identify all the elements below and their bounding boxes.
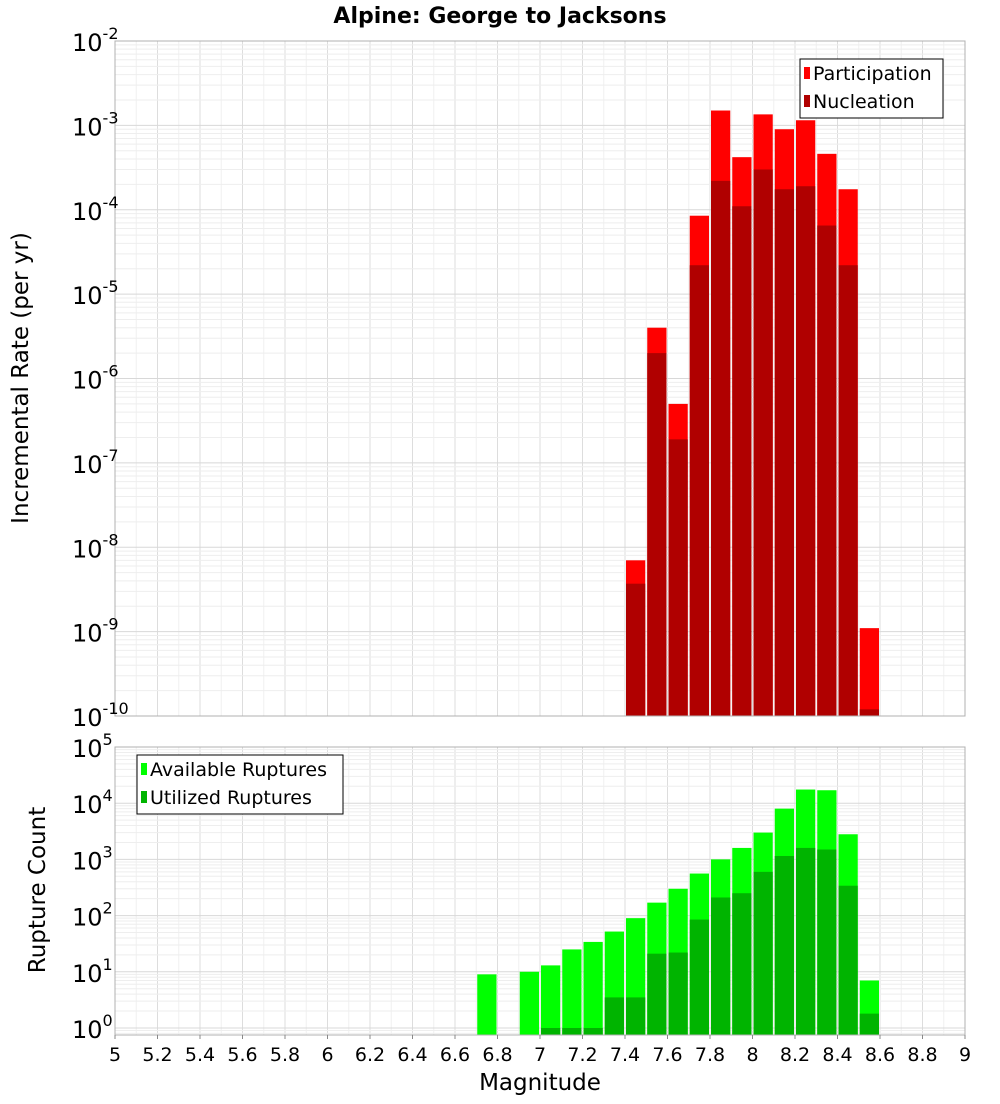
legend-label: Nucleation <box>813 91 915 113</box>
bar-available-ruptures <box>519 971 539 1035</box>
x-tick-label: 5.8 <box>270 1044 300 1066</box>
series-nucleation <box>626 169 879 717</box>
x-tick-label: 8 <box>746 1044 758 1066</box>
y-tick-labels: 100 101 102 103 104 105 <box>72 730 113 1044</box>
y-tick-label: 105 <box>72 730 113 763</box>
bar-utilized-ruptures <box>689 919 709 1035</box>
y-tick-label: 10-7 <box>72 446 119 479</box>
bar-nucleation <box>647 353 667 716</box>
bar-nucleation <box>838 265 858 716</box>
bar-utilized-ruptures <box>732 893 752 1035</box>
x-tick-label: 7.6 <box>652 1044 682 1066</box>
x-tick-label: 7.2 <box>567 1044 597 1066</box>
bar-nucleation <box>711 180 731 716</box>
series-utilized-ruptures <box>541 847 879 1035</box>
x-tick-label: 8.6 <box>865 1044 895 1066</box>
x-tick-label: 8.2 <box>780 1044 810 1066</box>
bar-nucleation <box>668 439 688 716</box>
y-tick-label: 10-9 <box>72 615 119 648</box>
bar-utilized-ruptures <box>668 952 688 1035</box>
legend: Participation Nucleation <box>799 58 944 119</box>
y-tick-label: 100 <box>72 1011 113 1044</box>
legend-label: Utilized Ruptures <box>150 787 312 809</box>
legend-label: Participation <box>813 63 932 85</box>
bar-nucleation <box>689 265 709 716</box>
bottom-y-axis-label: Rupture Count <box>25 807 51 973</box>
x-tick-label: 5.4 <box>185 1044 215 1066</box>
plot-frame <box>114 40 966 717</box>
bar-utilized-ruptures <box>541 1027 561 1035</box>
x-axis-label: Magnitude <box>479 1070 601 1096</box>
x-tick-label: 7.8 <box>695 1044 725 1066</box>
y-tick-label: 10-3 <box>72 108 119 141</box>
bar-nucleation <box>626 583 646 716</box>
x-tick-label: 8.8 <box>907 1044 937 1066</box>
bar-nucleation <box>817 225 837 716</box>
bar-nucleation <box>753 169 773 716</box>
y-tick-label: 10-10 <box>72 699 129 732</box>
y-tick-label: 102 <box>72 899 113 932</box>
bar-utilized-ruptures <box>647 953 667 1035</box>
bar-utilized-ruptures <box>626 997 646 1035</box>
y-tick-label: 10-2 <box>72 24 119 57</box>
legend-swatch <box>141 763 147 775</box>
x-tick-label: 6.2 <box>355 1044 385 1066</box>
chart-title: Alpine: George to Jacksons <box>333 4 666 29</box>
legend-swatch <box>804 95 810 107</box>
legend-swatch <box>804 67 810 79</box>
x-tick-label: 6.4 <box>397 1044 427 1066</box>
top-y-axis-label: Incremental Rate (per yr) <box>8 232 34 524</box>
bar-available-ruptures <box>541 965 561 1035</box>
legend-box <box>799 58 944 119</box>
x-tick-label: 5 <box>109 1044 121 1066</box>
x-tick-label: 6.8 <box>482 1044 512 1066</box>
y-tick-label: 103 <box>72 842 113 875</box>
bar-available-ruptures <box>562 949 582 1035</box>
bar-nucleation <box>859 709 879 716</box>
legend: Available Ruptures Utilized Ruptures <box>136 754 344 815</box>
bar-nucleation <box>732 206 752 716</box>
y-tick-label: 10-5 <box>72 277 119 310</box>
bar-participation <box>859 628 879 716</box>
bottom-panel-rupture-counts: 100 101 102 103 104 105 5 5.2 5.4 5.6 5.8 6 6.2 6.4 6.… <box>72 730 971 1066</box>
x-tick-label: 6.6 <box>440 1044 470 1066</box>
y-tick-label: 104 <box>72 786 113 819</box>
bar-utilized-ruptures <box>753 871 773 1035</box>
bar-utilized-ruptures <box>838 885 858 1035</box>
x-tick-label: 9 <box>959 1044 971 1066</box>
bar-nucleation <box>796 186 816 716</box>
legend-swatch <box>141 791 147 803</box>
bar-utilized-ruptures <box>817 849 837 1035</box>
bar-nucleation <box>774 189 794 717</box>
bar-available-ruptures <box>477 974 497 1035</box>
x-tick-label: 5.6 <box>227 1044 257 1066</box>
y-tick-labels: 10-10 10-9 10-8 10-7 10-6 10-5 10-4 10-3 10-2 <box>72 24 129 732</box>
y-tick-label: 10-8 <box>72 530 119 563</box>
x-tick-labels: 5 5.2 5.4 5.6 5.8 6 6.2 6.4 6.6 6.8 7 7.2 7.4 7.6 7.8 8… <box>109 1035 971 1066</box>
grid <box>114 41 966 717</box>
x-tick-label: 6 <box>321 1044 333 1066</box>
x-tick-label: 7.4 <box>610 1044 640 1066</box>
bar-utilized-ruptures <box>604 997 624 1035</box>
x-tick-label: 8.4 <box>822 1044 852 1066</box>
bar-utilized-ruptures <box>562 1027 582 1035</box>
bar-utilized-ruptures <box>774 855 794 1035</box>
y-tick-label: 10-4 <box>72 193 119 226</box>
y-tick-label: 101 <box>72 955 113 988</box>
bar-utilized-ruptures <box>711 897 731 1035</box>
legend-label: Available Ruptures <box>150 759 327 781</box>
x-tick-label: 7 <box>534 1044 546 1066</box>
y-tick-label: 10-6 <box>72 362 119 395</box>
bar-utilized-ruptures <box>796 847 816 1035</box>
legend-box <box>136 754 344 815</box>
bar-utilized-ruptures <box>583 1027 603 1035</box>
bar-utilized-ruptures <box>859 1013 879 1035</box>
bar-available-ruptures <box>583 941 603 1035</box>
top-panel-participation-nucleation: 10-10 10-9 10-8 10-7 10-6 10-5 10-4 10-3 10-2 Par… <box>72 24 966 732</box>
x-tick-label: 5.2 <box>142 1044 172 1066</box>
